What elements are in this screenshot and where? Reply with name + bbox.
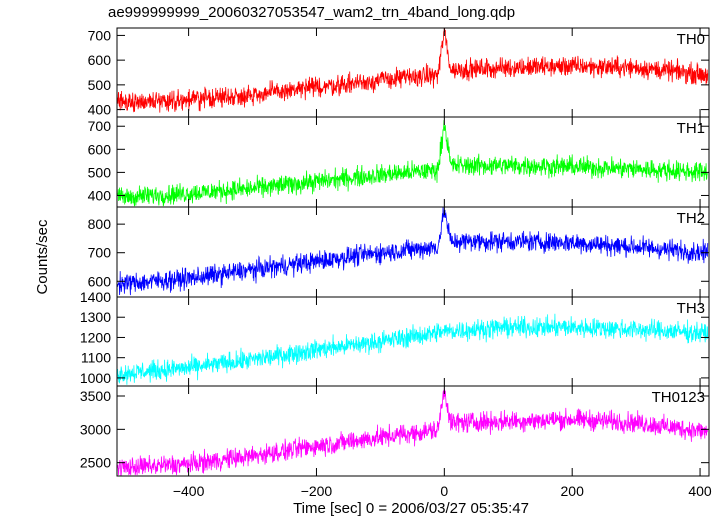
panel-label-th3: TH3: [677, 300, 705, 317]
series-line-th1: [117, 120, 708, 207]
y-tick-label: 1200: [80, 329, 111, 345]
panel-label-th2: TH2: [677, 210, 705, 227]
x-tick-label: −200: [301, 483, 333, 499]
y-tick-label: 400: [88, 102, 112, 118]
y-tick-label: 700: [88, 27, 112, 43]
y-tick-label: 700: [88, 245, 112, 261]
y-tick-label: 1100: [81, 350, 111, 366]
panel-label-th0123: TH0123: [652, 389, 705, 406]
x-tick-label: 200: [561, 483, 585, 499]
y-tick-label: 600: [88, 52, 112, 68]
y-tick-label: 2500: [80, 455, 111, 471]
y-tick-label: 1000: [80, 370, 111, 386]
y-tick-label: 1400: [80, 289, 111, 305]
y-tick-label: 400: [88, 187, 112, 203]
y-tick-label: 600: [88, 141, 112, 157]
y-tick-label: 700: [88, 118, 112, 134]
series-line-th2: [117, 207, 709, 296]
y-tick-label: 3500: [80, 388, 111, 404]
chart-title: ae999999999_20060327053547_wam2_trn_4ban…: [108, 4, 516, 21]
y-tick-label: 3000: [80, 421, 111, 437]
y-tick-label: 1300: [80, 309, 111, 325]
y-tick-label: 500: [88, 77, 112, 93]
series-line-th0123: [117, 388, 709, 476]
panel-frame-th3: [116, 296, 710, 387]
series-line-th3: [117, 313, 709, 385]
x-tick-label: 400: [688, 483, 712, 499]
y-tick-label: 500: [88, 164, 112, 180]
y-tick-label: 800: [88, 216, 112, 232]
x-tick-label: −400: [173, 483, 205, 499]
series-line-th0: [117, 27, 709, 113]
y-axis-label: Counts/sec: [34, 219, 51, 295]
y-tick-label: 600: [88, 273, 112, 289]
panel-frame-th0123: [116, 385, 710, 477]
panel-label-th1: TH1: [677, 120, 705, 137]
panel-label-th0: TH0: [677, 31, 705, 48]
x-axis-label: Time [sec] 0 = 2006/03/27 05:35:47: [293, 500, 529, 516]
x-tick-label: 0: [440, 483, 448, 499]
